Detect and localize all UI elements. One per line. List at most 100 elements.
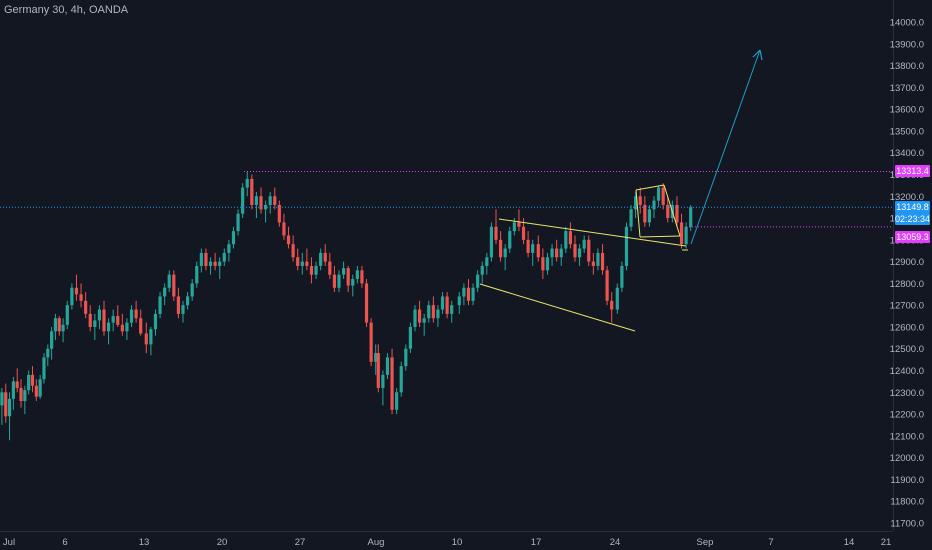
candle-body (167, 274, 171, 288)
time-axis[interactable]: Jul 6 13 20 27 Aug 10 17 24 Sep 7 14 21 (3, 537, 891, 548)
candle-body (498, 239, 503, 258)
flag-left-side[interactable] (635, 189, 641, 238)
projection-arrow-trendline[interactable] (690, 49, 761, 245)
candle-body (250, 178, 254, 205)
candle-body (125, 322, 129, 332)
candle-body (395, 392, 399, 410)
candle-body (236, 213, 240, 232)
candle (70, 283, 74, 310)
channel-lower-trendline[interactable] (479, 283, 636, 332)
candle-body (23, 390, 27, 402)
candle (116, 305, 120, 327)
candle-body (102, 309, 106, 332)
candle (457, 292, 461, 314)
candle (23, 385, 27, 415)
candle (259, 187, 263, 214)
time-tick-label: Aug (368, 537, 385, 548)
price-tick-label: 13700.0 (890, 83, 924, 94)
candle (300, 252, 304, 275)
candle-body (620, 265, 624, 288)
price-tag-bg (895, 201, 930, 213)
candle-body (489, 226, 494, 258)
candle (577, 244, 582, 266)
candle (559, 244, 563, 266)
plot-area[interactable] (0, 49, 893, 441)
candle (134, 300, 138, 323)
candle (355, 265, 359, 284)
candle (74, 274, 79, 301)
candle (666, 196, 670, 223)
candle-body (605, 270, 609, 301)
candle-body (661, 187, 665, 205)
candle (42, 353, 46, 384)
candle (30, 366, 35, 393)
candle-body (596, 252, 600, 266)
candle (291, 235, 295, 262)
flag-lower-trendline[interactable] (639, 235, 681, 238)
candle (582, 235, 586, 253)
price-tick-label: 13400.0 (890, 148, 924, 159)
candle-body (38, 379, 42, 397)
price-tick-label: 12600.0 (890, 322, 924, 333)
candle-body (19, 387, 23, 402)
candle-body (512, 222, 516, 232)
candle (38, 374, 42, 399)
candle (277, 200, 281, 227)
price-tag-label: 13149.8 (896, 202, 929, 212)
time-tick-label: 27 (295, 537, 306, 548)
candle-body (129, 309, 134, 323)
candle (204, 248, 208, 271)
candle-body (684, 226, 688, 245)
candle-body (503, 248, 507, 258)
candle (129, 305, 134, 327)
candle-body (286, 235, 291, 245)
candle-body (84, 300, 88, 314)
candle-body (471, 287, 475, 301)
candle (309, 257, 314, 284)
candle (218, 257, 222, 280)
candle (422, 313, 426, 336)
flag-upper-trendline[interactable] (635, 184, 665, 191)
candle (573, 235, 577, 262)
flag-right-side[interactable] (663, 184, 681, 237)
candle-body (346, 268, 350, 286)
candle (328, 252, 332, 280)
candle (88, 305, 92, 332)
candle (661, 183, 665, 210)
candle-body (245, 178, 249, 188)
candle-body (15, 381, 19, 388)
candle (643, 196, 647, 227)
candle-body (61, 324, 65, 332)
candle (227, 239, 231, 262)
candle-body (457, 296, 461, 306)
candle-body (615, 287, 619, 310)
candle (323, 244, 327, 266)
candle (427, 300, 431, 323)
candle (508, 226, 512, 253)
candle-body (582, 239, 586, 249)
candle-body (222, 252, 226, 262)
candle (236, 209, 240, 236)
candle-body (65, 305, 69, 325)
candle (503, 244, 507, 271)
candle (480, 261, 484, 284)
candle-body (296, 257, 300, 266)
candle (445, 292, 449, 319)
candle (273, 187, 277, 210)
candle (195, 261, 199, 288)
candle (404, 344, 408, 371)
price-axis[interactable]: 14000.0 13900.0 13800.0 13700.0 13600.0 13500… (890, 18, 924, 530)
candle-body (323, 252, 327, 262)
candle-body (545, 257, 550, 271)
price-tag: 02:23:34 (895, 213, 930, 225)
candle (341, 261, 346, 280)
candle-body (404, 348, 408, 367)
channel-upper-trendline[interactable] (498, 218, 687, 247)
candle (675, 196, 679, 227)
candle (176, 287, 181, 319)
price-tag-label: 02:23:34 (895, 214, 930, 224)
candle-body (70, 287, 74, 306)
candle (679, 213, 684, 249)
candle-body (564, 231, 568, 249)
